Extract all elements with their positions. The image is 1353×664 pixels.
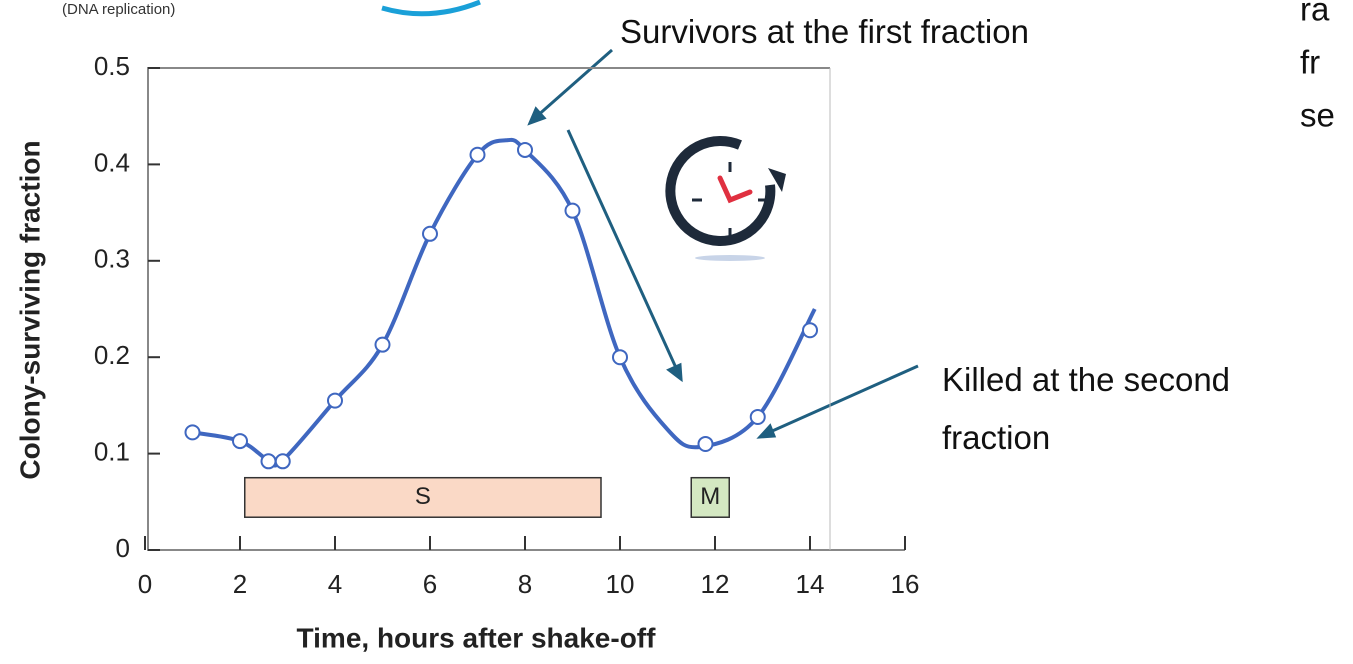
- fragment: se: [1300, 97, 1335, 134]
- y-axis-label: Colony-surviving fraction: [14, 140, 45, 479]
- x-tick-label: 2: [233, 569, 247, 599]
- x-tick-label: 10: [606, 569, 635, 599]
- y-tick-label: 0.4: [94, 147, 130, 177]
- data-point: [612, 349, 628, 366]
- y-tick-label: 0: [116, 533, 130, 563]
- data-point: [802, 322, 818, 339]
- data-point: [749, 408, 766, 425]
- clock-icon: [665, 136, 786, 261]
- y-tick-label: 0.5: [94, 51, 130, 81]
- x-axis-label: Time, hours after shake-off: [297, 622, 657, 653]
- data-point: [517, 141, 533, 158]
- data-point: [374, 336, 391, 353]
- data-point: [327, 392, 343, 409]
- annotation: Killed at the second fraction: [942, 361, 1231, 456]
- x-tick-label: 6: [423, 569, 437, 599]
- x-tick-label: 4: [328, 569, 342, 599]
- y-tick-label: 0.2: [94, 340, 130, 370]
- y-tick-label: 0.1: [94, 436, 130, 466]
- data-point: [260, 453, 277, 470]
- x-tick-label: 8: [518, 569, 532, 599]
- x-tick-label: 12: [701, 569, 730, 599]
- phase-bar: [690, 476, 730, 518]
- data-point: [184, 424, 201, 441]
- decor-arc: [381, 0, 481, 17]
- annotation: Survivors at the first fraction: [620, 13, 1029, 50]
- fragment: ra: [1300, 0, 1330, 28]
- fit-line: [192, 137, 817, 468]
- x-tick-label: 16: [891, 569, 920, 599]
- data-point: [564, 202, 581, 219]
- data-point: [422, 225, 438, 242]
- arrows: [527, 48, 919, 439]
- phase-label: M: [700, 483, 720, 510]
- x-tick-label: 14: [796, 569, 825, 599]
- x-tick-label: 0: [138, 569, 152, 599]
- plot-frame: [147, 67, 905, 551]
- fragment: (DNA replication): [62, 1, 175, 18]
- data-point: [697, 435, 714, 452]
- data-point: [469, 146, 486, 163]
- data-point: [274, 453, 291, 470]
- phase-bar: [244, 476, 602, 518]
- fragment: fr: [1300, 44, 1320, 81]
- phase-label: S: [415, 483, 431, 510]
- y-tick-label: 0.3: [94, 244, 130, 274]
- data-point: [232, 433, 248, 450]
